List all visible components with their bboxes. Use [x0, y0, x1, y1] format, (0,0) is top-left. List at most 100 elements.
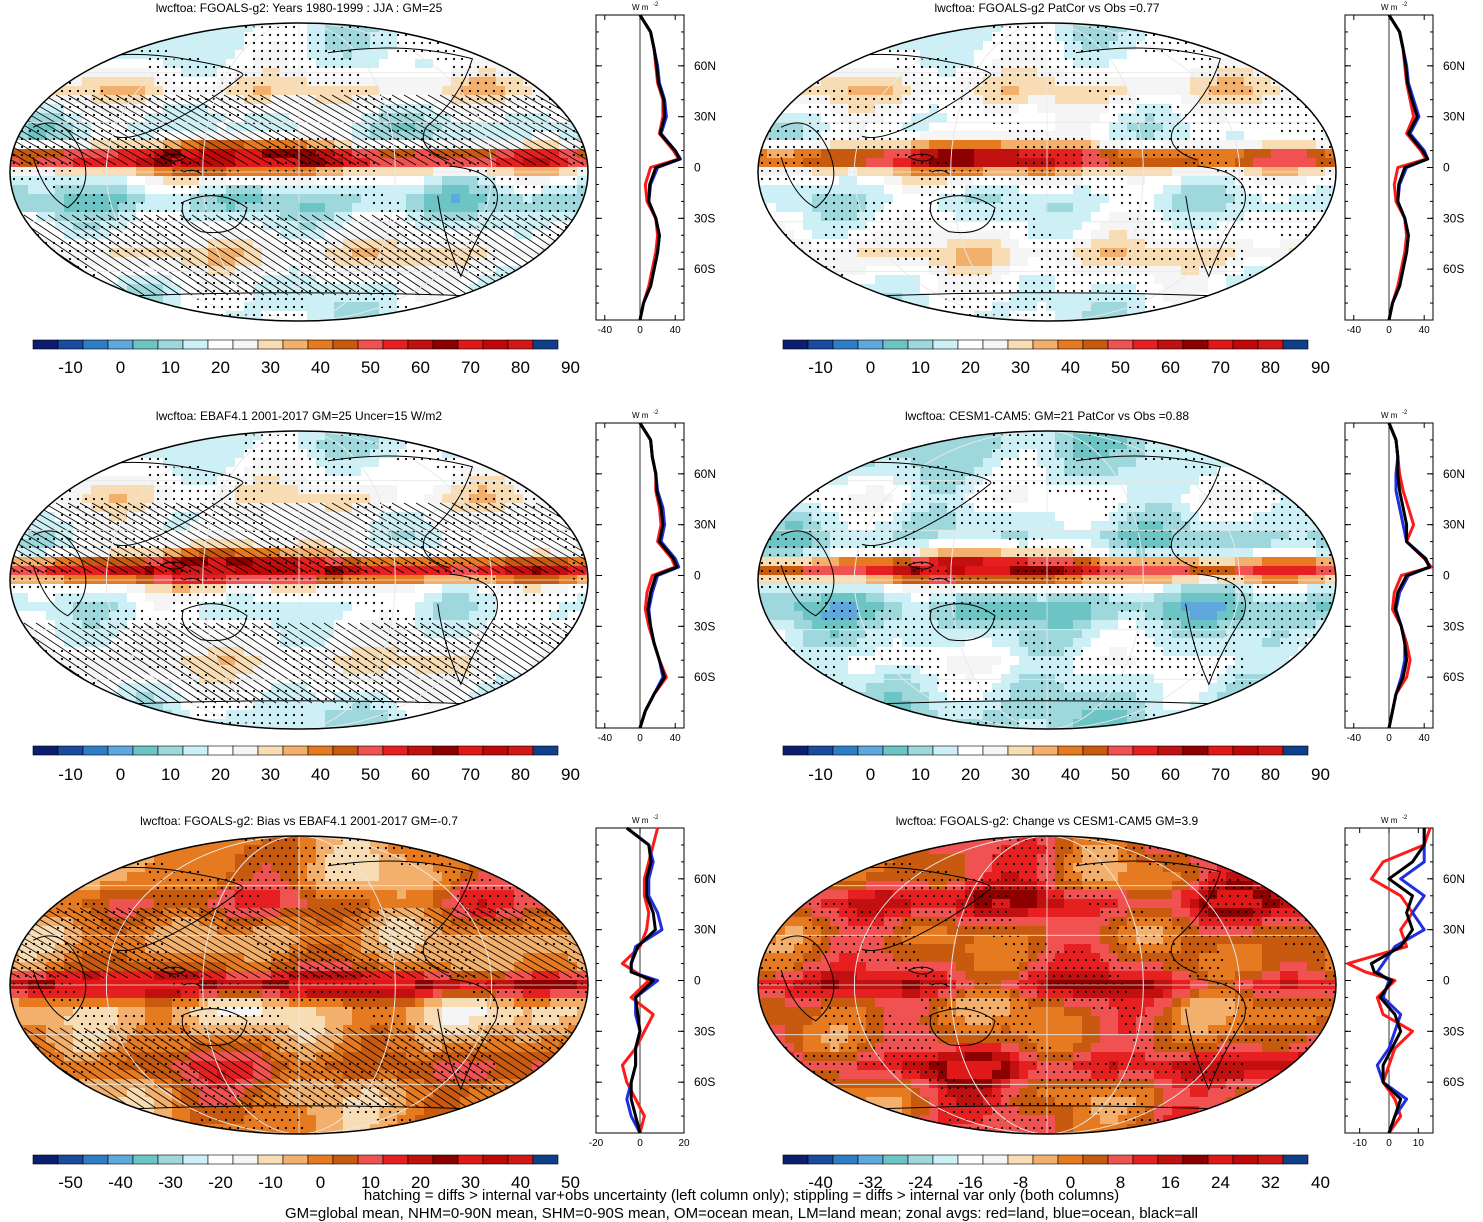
colorbar-tick-label: 10	[161, 765, 180, 784]
colorbar-swatch	[1183, 340, 1208, 349]
zonal-lat-label: 30S	[694, 619, 715, 633]
colorbar-swatch	[983, 746, 1008, 755]
colorbar-swatch	[108, 1155, 133, 1164]
colorbar-swatch	[408, 340, 433, 349]
colorbar-tick-label: 20	[961, 358, 980, 377]
colorbar-swatch	[858, 1155, 883, 1164]
zonal-lat-label: 0	[694, 161, 701, 175]
colorbar-swatch	[108, 340, 133, 349]
zonal-lat-label: 30N	[1443, 518, 1465, 532]
colorbar-tick-label: 0	[116, 765, 125, 784]
colorbar-swatch	[133, 1155, 158, 1164]
colorbar-swatch	[783, 340, 808, 349]
colorbar-swatch	[258, 340, 283, 349]
zonal-lat-label: 30S	[694, 211, 715, 225]
colorbar-swatch	[1283, 1155, 1308, 1164]
panel-title: lwcftoa: FGOALS-g2: Change vs CESM1-CAM5…	[896, 814, 1199, 828]
colorbar-swatch	[1158, 1155, 1183, 1164]
colorbar-swatch	[1208, 746, 1233, 755]
colorbar-swatch	[1133, 1155, 1158, 1164]
zonal-x-label: 40	[1419, 733, 1431, 744]
colorbar-swatch	[1233, 1155, 1258, 1164]
colorbar-swatch	[808, 746, 833, 755]
colorbar-tick-label: -10	[58, 765, 83, 784]
colorbar-tick-label: 30	[261, 358, 280, 377]
zonal-lat-label: 60S	[1443, 670, 1464, 684]
zonal-unit-label: W m	[1381, 3, 1398, 12]
colorbar-swatch	[958, 746, 983, 755]
zonal-lat-label: 30S	[1443, 211, 1464, 225]
zonal-x-label: 40	[670, 325, 682, 336]
zonal-lat-label: 60N	[1443, 467, 1465, 481]
colorbar-swatch	[783, 1155, 808, 1164]
zonal-unit-exponent: -2	[1402, 815, 1408, 821]
colorbar-swatch	[508, 340, 533, 349]
zonal-x-label: -10	[1352, 1138, 1367, 1149]
zonal-unit-label: W m	[1381, 816, 1398, 825]
colorbar-tick-label: 60	[1161, 765, 1180, 784]
colorbar-tick-label: 50	[361, 765, 380, 784]
colorbar-swatch	[783, 746, 808, 755]
colorbar-swatch	[258, 746, 283, 755]
zonal-x-label: -40	[1347, 733, 1362, 744]
zonal-unit-label: W m	[632, 816, 649, 825]
colorbar-swatch	[458, 1155, 483, 1164]
colorbar-swatch	[833, 746, 858, 755]
colorbar-swatch	[1133, 340, 1158, 349]
colorbar-swatch	[1233, 340, 1258, 349]
colorbar-swatch	[833, 1155, 858, 1164]
colorbar-swatch	[383, 1155, 408, 1164]
colorbar-swatch	[1158, 746, 1183, 755]
colorbar-swatch	[58, 1155, 83, 1164]
zonal-x-label: 10	[1413, 1138, 1425, 1149]
colorbar-swatch	[233, 340, 258, 349]
colorbar-tick-label: 50	[1111, 765, 1130, 784]
colorbar-swatch	[183, 340, 208, 349]
colorbar-swatch	[1058, 1155, 1083, 1164]
zonal-unit-label: W m	[632, 3, 649, 12]
zonal-x-label: -20	[589, 1138, 604, 1149]
colorbar-swatch	[908, 340, 933, 349]
colorbar-tick-label: 20	[211, 765, 230, 784]
zonal-lat-label: 60N	[694, 467, 716, 481]
panel-4: lwcftoa: CESM1-CAM5: GM=21 PatCor vs Obs…	[758, 409, 1465, 784]
colorbar-swatch	[258, 1155, 283, 1164]
zonal-x-label: 0	[1386, 1138, 1392, 1149]
colorbar-swatch	[1108, 746, 1133, 755]
colorbar-swatch	[908, 746, 933, 755]
colorbar-swatch	[1033, 746, 1058, 755]
zonal-lat-label: 60S	[694, 670, 715, 684]
colorbar-swatch	[158, 340, 183, 349]
zonal-x-label: 40	[670, 733, 682, 744]
colorbar-tick-label: 40	[311, 358, 330, 377]
colorbar-swatch	[483, 746, 508, 755]
zonal-lat-label: 30N	[694, 110, 716, 124]
zonal-lat-label: 30N	[694, 923, 716, 937]
panel-title: lwcftoa: CESM1-CAM5: GM=21 PatCor vs Obs…	[905, 409, 1189, 423]
zonal-lat-label: 0	[1443, 974, 1450, 988]
zonal-lat-label: 0	[1443, 161, 1450, 175]
colorbar-swatch	[1258, 1155, 1283, 1164]
colorbar-swatch	[1283, 746, 1308, 755]
colorbar-swatch	[1208, 1155, 1233, 1164]
zonal-lat-label: 30S	[694, 1024, 715, 1038]
colorbar-swatch	[483, 340, 508, 349]
colorbar-swatch	[883, 746, 908, 755]
colorbar-swatch	[1183, 746, 1208, 755]
colorbar-swatch	[358, 746, 383, 755]
colorbar-swatch	[458, 746, 483, 755]
colorbar-swatch	[208, 746, 233, 755]
zonal-lat-label: 60N	[1443, 59, 1465, 73]
colorbar-tick-label: 40	[311, 765, 330, 784]
colorbar-swatch	[33, 340, 58, 349]
colorbar-swatch	[508, 746, 533, 755]
zonal-unit-label: W m	[632, 411, 649, 420]
zonal-lat-label: 60N	[694, 59, 716, 73]
colorbar-swatch	[333, 340, 358, 349]
